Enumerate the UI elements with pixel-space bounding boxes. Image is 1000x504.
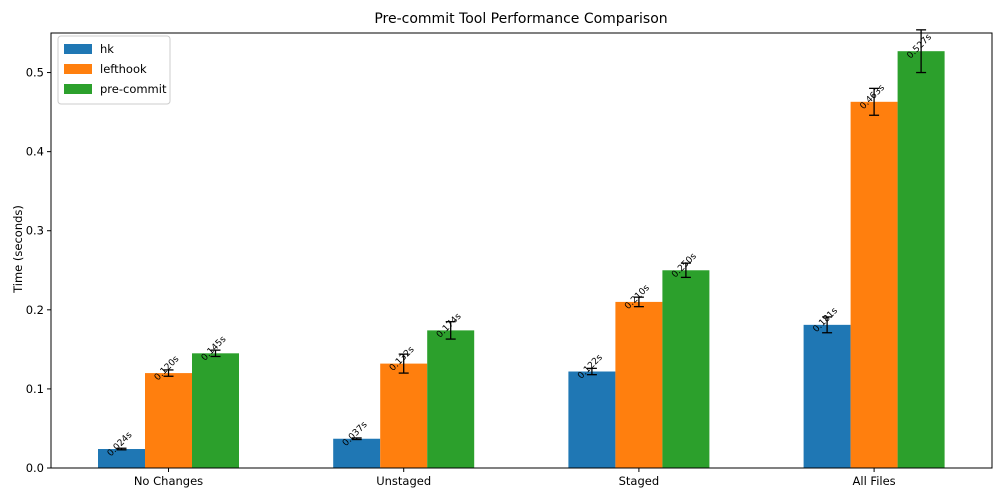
y-tick-label: 0.5 (26, 66, 44, 80)
bar-lefthook-1 (380, 363, 428, 468)
legend-label-pre-commit: pre-commit (100, 82, 167, 96)
y-tick-label: 0.1 (26, 382, 44, 396)
bar-lefthook-2 (615, 301, 663, 468)
y-tick-label: 0.3 (26, 224, 44, 238)
bar-pre-commit-3 (897, 51, 945, 468)
y-axis-label: Time (seconds) (11, 205, 25, 294)
legend-swatch-lefthook (64, 64, 92, 74)
bar-hk-0 (98, 449, 145, 468)
x-tick-label: Staged (619, 474, 660, 488)
legend-label-hk: hk (100, 42, 114, 56)
y-tick-label: 0.0 (26, 461, 44, 475)
legend-swatch-pre-commit (64, 84, 92, 94)
x-tick-label: Unstaged (376, 474, 431, 488)
y-tick-label: 0.2 (26, 303, 44, 317)
y-tick-label: 0.4 (26, 145, 44, 159)
bar-hk-3 (803, 324, 851, 468)
bar-hk-2 (568, 371, 616, 468)
axes-frame (50, 32, 993, 469)
legend-swatch-hk (64, 44, 92, 54)
chart-title: Pre-commit Tool Performance Comparison (374, 11, 667, 27)
bar-hk-1 (333, 438, 381, 468)
bar-pre-commit-0 (192, 353, 239, 468)
bar-lefthook-0 (145, 373, 192, 468)
legend: hk lefthook pre-commit (57, 35, 171, 105)
bar-lefthook-3 (850, 101, 898, 469)
bar-pre-commit-2 (662, 270, 710, 468)
legend-label-lefthook: lefthook (100, 62, 147, 76)
x-tick-label: All Files (853, 474, 896, 488)
x-tick-label: No Changes (134, 474, 203, 488)
bar-pre-commit-1 (427, 330, 475, 468)
